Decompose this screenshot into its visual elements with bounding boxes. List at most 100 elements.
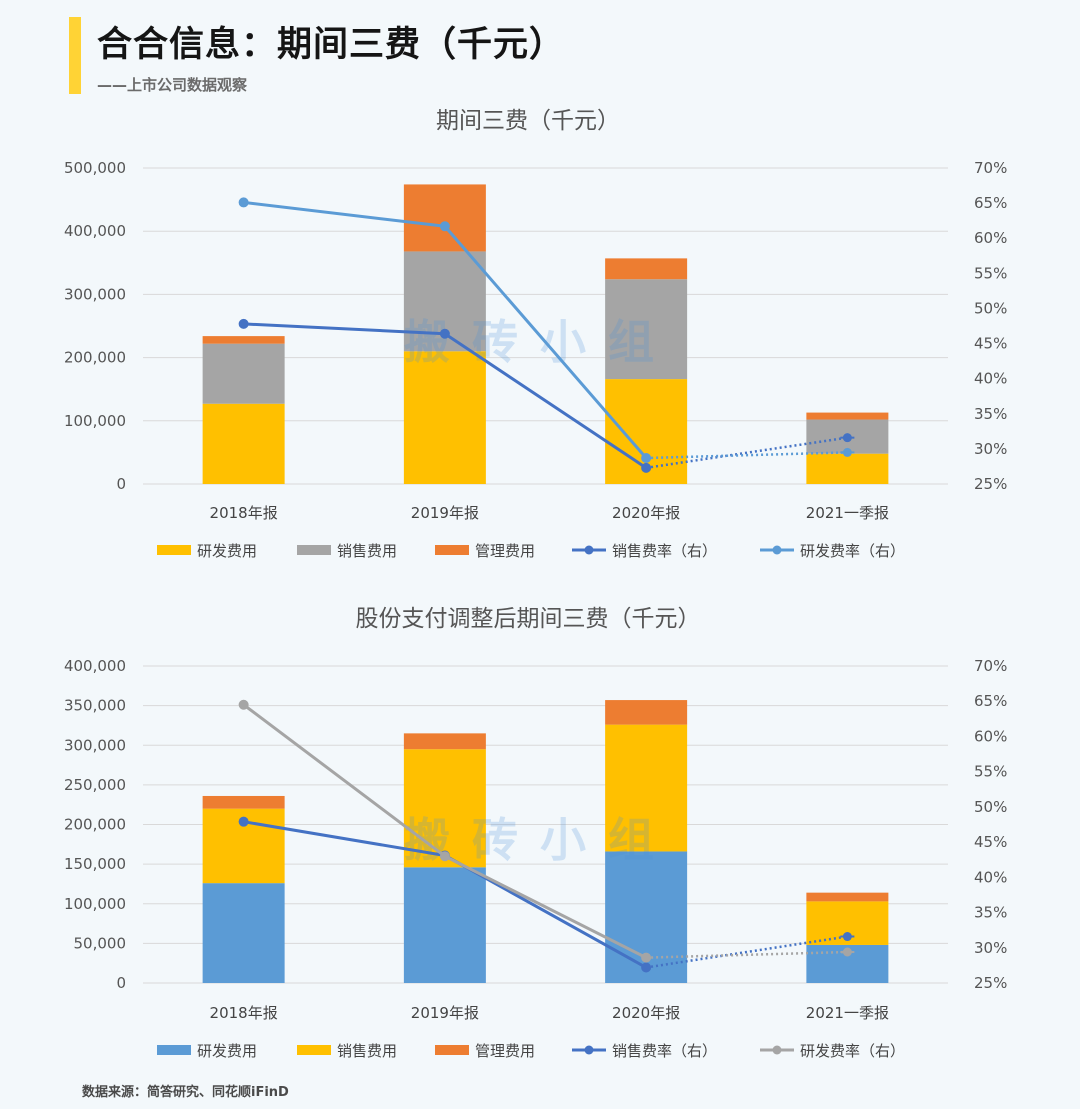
chart-period-expenses: 期间三费（千元） 0 100,000 200,000 300,000 400,000 500…: [64, 108, 1007, 560]
y2-axis-tick-label: 50%: [974, 299, 1007, 317]
legend-label: 管理费用: [475, 1042, 535, 1060]
y-axis-tick-label: 100,000: [64, 412, 126, 430]
x-axis-category-label: 2021一季报: [806, 504, 889, 522]
line-point: [439, 221, 450, 232]
bar-segment: [403, 733, 486, 750]
y2-axis-tick-label: 70%: [974, 657, 1007, 675]
bar-segment: [806, 892, 889, 902]
legend-swatch: [435, 545, 469, 555]
page-subtitle: ——上市公司数据观察: [97, 76, 248, 94]
y2-axis-tick-label: 70%: [974, 159, 1007, 177]
y-axis-tick-label: 250,000: [64, 776, 126, 794]
chart-title: 期间三费（千元）: [436, 108, 620, 134]
line-point: [641, 962, 652, 973]
legend-swatch: [157, 1045, 191, 1055]
bar-segment: [403, 749, 486, 868]
line-point: [641, 952, 652, 963]
y-axis-tick-label: 350,000: [64, 697, 126, 715]
y-axis-tick-label: 50,000: [74, 934, 127, 952]
y-axis-tick-label: 150,000: [64, 855, 126, 873]
x-axis-category-label: 2019年报: [411, 504, 479, 522]
bar-segment: [202, 795, 285, 809]
title-accent-bar: [69, 17, 81, 94]
y2-axis-tick-label: 60%: [974, 727, 1007, 745]
line-point: [238, 318, 249, 329]
page-title: 合合信息：期间三费（千元）: [97, 25, 566, 65]
watermark-text: 搬砖小组: [404, 315, 676, 369]
legend-swatch-marker: [584, 545, 594, 555]
y2-axis-tick-label: 60%: [974, 229, 1007, 247]
y-axis-tick-label: 200,000: [64, 349, 126, 367]
legend-label: 销售费率（右）: [612, 1042, 717, 1060]
y-axis-tick-label: 500,000: [64, 159, 126, 177]
legend-swatch: [297, 545, 331, 555]
bar-segment: [202, 343, 285, 404]
y-axis-tick-label: 0: [116, 974, 126, 992]
legend-swatch: [157, 545, 191, 555]
y2-axis-tick-label: 55%: [974, 264, 1007, 282]
bar-segment: [605, 258, 688, 280]
chart-title: 股份支付调整后期间三费（千元）: [356, 606, 701, 632]
x-axis-category-label: 2019年报: [411, 1004, 479, 1022]
legend-swatch-marker: [584, 1045, 594, 1055]
line-point: [641, 453, 652, 464]
series-line-dotted: [646, 451, 848, 460]
legend-swatch-marker: [772, 545, 782, 555]
bar-segment: [202, 883, 285, 983]
y2-axis-tick-label: 35%: [974, 904, 1007, 922]
x-axis-category-label: 2018年报: [210, 504, 278, 522]
x-axis-category-label: 2020年报: [612, 504, 680, 522]
chart-adjusted-period-expenses: 股份支付调整后期间三费（千元） 0 50,000 100,000 150,000 200,…: [64, 606, 1007, 1060]
legend-swatch-marker: [772, 1045, 782, 1055]
y-axis-tick-label: 100,000: [64, 895, 126, 913]
y2-axis-tick-label: 30%: [974, 440, 1007, 458]
bar-segment: [605, 700, 688, 725]
data-source-note: 数据来源：简答研究、同花顺iFinD: [82, 1085, 289, 1100]
y2-axis-tick-label: 30%: [974, 939, 1007, 957]
legend-label: 研发费率（右）: [800, 1042, 905, 1060]
y-axis-tick-label: 400,000: [64, 222, 126, 240]
line-point: [641, 462, 652, 473]
bar-segment: [605, 724, 688, 852]
legend-swatch: [435, 1045, 469, 1055]
line-point: [439, 851, 450, 862]
y2-axis-tick-label: 65%: [974, 692, 1007, 710]
y2-axis-tick-label: 55%: [974, 763, 1007, 781]
y-axis-tick-label: 300,000: [64, 285, 126, 303]
line-point: [439, 328, 450, 339]
legend-label: 研发费率（右）: [800, 542, 905, 560]
legend-swatch: [297, 1045, 331, 1055]
bar-segment: [202, 336, 285, 344]
y2-axis-tick-label: 45%: [974, 833, 1007, 851]
y-axis-tick-label: 0: [116, 475, 126, 493]
y2-axis-tick-label: 45%: [974, 335, 1007, 353]
line-point: [238, 816, 249, 827]
x-axis-category-label: 2018年报: [210, 1004, 278, 1022]
y-axis-tick-label: 200,000: [64, 816, 126, 834]
bar-segment: [202, 403, 285, 484]
bar-segment: [605, 279, 688, 380]
legend-label: 研发费用: [197, 1042, 257, 1060]
bar-segment: [806, 453, 889, 484]
legend-label: 销售费率（右）: [612, 542, 717, 560]
series-line-dotted: [645, 935, 848, 969]
x-axis-category-label: 2020年报: [612, 1004, 680, 1022]
y-axis-tick-label: 400,000: [64, 657, 126, 675]
legend-label: 管理费用: [475, 542, 535, 560]
y2-axis-tick-label: 35%: [974, 405, 1007, 423]
y2-axis-tick-label: 65%: [974, 194, 1007, 212]
y2-axis-tick-label: 25%: [974, 974, 1007, 992]
y2-axis-tick-label: 40%: [974, 370, 1007, 388]
bar-segment: [403, 867, 486, 983]
line-point: [238, 699, 249, 710]
legend-label: 销售费用: [337, 542, 397, 560]
y-axis-tick-label: 300,000: [64, 736, 126, 754]
y2-axis-tick-label: 50%: [974, 798, 1007, 816]
bar-segment: [403, 351, 486, 484]
bar-segment: [403, 184, 486, 252]
series-line-dotted: [646, 950, 848, 959]
legend-label: 销售费用: [337, 1042, 397, 1060]
y2-axis-tick-label: 40%: [974, 868, 1007, 886]
line-point: [238, 197, 249, 208]
x-axis-category-label: 2021一季报: [806, 1004, 889, 1022]
